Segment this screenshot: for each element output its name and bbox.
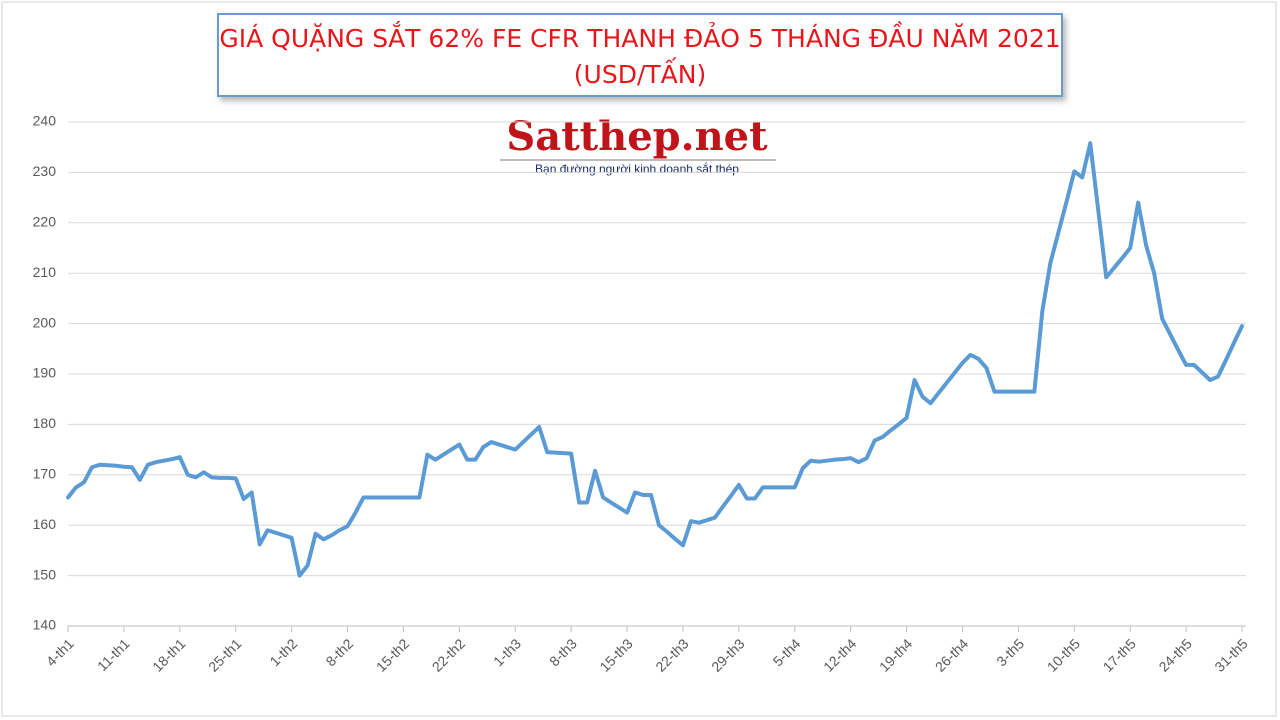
y-tick-label: 240	[33, 113, 57, 129]
y-tick-label: 180	[33, 415, 57, 431]
chart-subtitle: (USD/TẤN)	[574, 57, 706, 89]
y-tick-label: 140	[33, 617, 57, 633]
chart-title: GIÁ QUẶNG SẮT 62% FE CFR THANH ĐẢO 5 THÁ…	[219, 21, 1060, 53]
watermark-slogan: Bạn đường người kinh doanh sắt thép	[535, 161, 739, 176]
watermark-logo: Satthep.net	[506, 113, 768, 160]
y-tick-label: 210	[33, 264, 57, 280]
title-box	[217, 13, 1063, 97]
y-tick-label: 150	[33, 566, 57, 582]
y-tick-label: 220	[33, 214, 57, 230]
price-line	[66, 141, 1244, 578]
y-tick-label: 160	[33, 516, 57, 532]
y-tick-label: 170	[33, 466, 57, 482]
y-tick-label: 190	[33, 365, 57, 381]
y-tick-label: 200	[33, 314, 57, 330]
y-tick-label: 230	[33, 163, 57, 179]
